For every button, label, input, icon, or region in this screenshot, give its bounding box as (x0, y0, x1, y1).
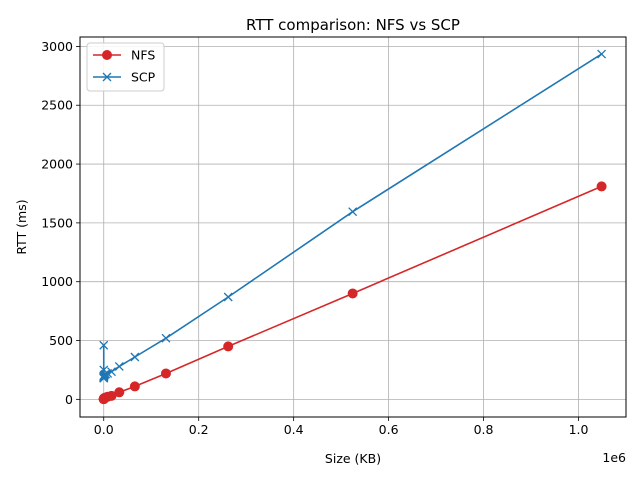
y-tick-label: 1500 (41, 215, 73, 230)
x-tick-label: 0.0 (94, 422, 114, 437)
x-tick-label: 1.0 (569, 422, 589, 437)
x-axis-label: Size (KB) (325, 451, 381, 466)
y-tick-label: 3000 (41, 39, 73, 54)
axes: 0.0 0.2 0.4 0.6 0.8 1.0 0 500 1000 1500 2000 2500 30… (41, 39, 588, 437)
data-point-nfs (596, 181, 607, 192)
data-point-scp (114, 361, 124, 371)
data-point-nfs (160, 368, 171, 379)
grid (80, 37, 626, 417)
x-tick-label: 0.6 (379, 422, 399, 437)
x-tick-label: 0.4 (284, 422, 304, 437)
data-point-scp (99, 340, 109, 350)
x-tick-label: 0.8 (474, 422, 494, 437)
data-point-scp (597, 49, 607, 59)
data-point-nfs (114, 387, 125, 398)
series-nfs (98, 181, 607, 405)
series-line-scp (102, 53, 603, 379)
chart-title: RTT comparison: NFS vs SCP (246, 16, 460, 34)
data-point-scp (130, 352, 140, 362)
data-point-scp (223, 292, 233, 302)
data-point-nfs (223, 341, 234, 352)
data-point-scp (101, 369, 111, 379)
x-axis-offset-label: 1e6 (602, 450, 626, 465)
series-layer (98, 49, 607, 405)
y-tick-label: 500 (49, 333, 73, 348)
plot-frame (79, 36, 627, 418)
legend-item-nfs: NFS (93, 48, 155, 63)
y-tick-label: 1000 (41, 274, 73, 289)
legend-item-scp: SCP (93, 70, 156, 85)
data-point-scp (348, 207, 358, 217)
y-tick-label: 0 (65, 392, 73, 407)
y-axis-label: RTT (ms) (14, 199, 29, 254)
legend-label: SCP (131, 70, 156, 85)
y-tick-label: 2000 (41, 157, 73, 172)
data-point-scp (107, 367, 116, 377)
data-point-scp (161, 333, 171, 343)
legend-marker (102, 72, 112, 82)
x-tick-label: 0.2 (189, 422, 209, 437)
legend-marker (102, 50, 112, 60)
data-point-nfs (347, 288, 358, 299)
data-point-nfs (129, 381, 140, 392)
series-scp (99, 49, 607, 383)
y-tick-label: 2500 (41, 98, 73, 113)
legend-label: NFS (131, 48, 155, 63)
legend: NFS SCP (86, 42, 165, 92)
